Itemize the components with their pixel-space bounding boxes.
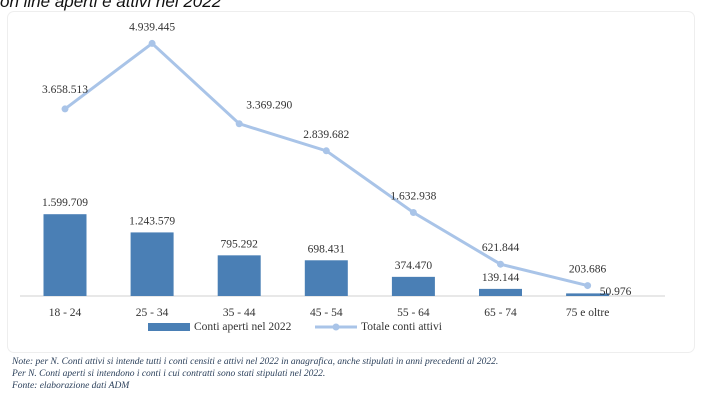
line-point [409, 209, 417, 217]
line-data-label: 3.658.513 [42, 84, 88, 96]
line-point [322, 147, 330, 155]
legend-swatch-point [332, 323, 340, 331]
x-tick-label: 18 - 24 [49, 307, 82, 319]
x-tick-labels: 18 - 24 25 - 34 35 - 44 45 - 54 55 - 64 65 - … [49, 307, 610, 319]
legend-swatch-bars [148, 323, 190, 331]
line-data-label: 4.939.445 [129, 21, 175, 33]
bar-data-label: 795.292 [221, 238, 259, 250]
x-tick-label: 35 - 44 [223, 307, 256, 319]
x-tick-label: 25 - 34 [136, 307, 169, 319]
footnote-line: Fonte: elaborazione dati ADM [12, 381, 130, 391]
line-points [61, 39, 592, 290]
line-data-label: 2.839.682 [303, 129, 349, 141]
bar-data-label: 374.470 [395, 260, 433, 272]
legend-label-line: Totale conti attivi [361, 321, 442, 333]
line-data-label: 621.844 [482, 242, 520, 254]
line-labels: 3.658.513 4.939.445 3.369.290 2.839.682 1.63… [42, 21, 607, 275]
line-data-label: 3.369.290 [246, 100, 292, 112]
line-point [584, 282, 592, 290]
footnote-line: Per N. Conti aperti si intendono i conti… [12, 369, 326, 379]
bar-labels: 1.599.709 1.243.579 795.292 698.431 374.470 1… [42, 197, 632, 298]
x-tick-label: 65 - 74 [484, 307, 517, 319]
line-point [61, 105, 69, 113]
bar [566, 293, 610, 296]
bar [43, 214, 87, 296]
bar-data-label: 698.431 [308, 243, 346, 255]
x-tick-label: 55 - 64 [397, 307, 430, 319]
chart-title: on line aperti e attivi nel 2022 [0, 0, 222, 11]
line-point [148, 39, 156, 47]
footnote-line: Note: per N. Conti attivi si intende tut… [12, 357, 499, 367]
line-data-label: 203.686 [569, 264, 607, 276]
bar-data-label: 1.243.579 [129, 215, 175, 227]
legend-label-bars: Conti aperti nel 2022 [194, 321, 292, 333]
bar-data-label: 50.976 [600, 286, 632, 298]
bar [479, 288, 522, 296]
x-tick-label: 45 - 54 [310, 307, 343, 319]
footnotes: Note: per N. Conti attivi si intende tut… [12, 356, 698, 392]
bar [304, 260, 348, 296]
bar [391, 276, 435, 296]
line-point [497, 260, 504, 268]
legend: Conti aperti nel 2022 Totale conti attiv… [148, 321, 442, 333]
bar-series [43, 214, 610, 296]
bar [217, 255, 261, 296]
x-tick-label: 75 e oltre [566, 307, 609, 319]
bar-data-label: 1.599.709 [42, 197, 88, 209]
line-data-label: 1.632.938 [390, 191, 436, 203]
bar-data-label: 139.144 [482, 272, 520, 284]
bar [130, 232, 174, 296]
line-point [235, 120, 243, 128]
